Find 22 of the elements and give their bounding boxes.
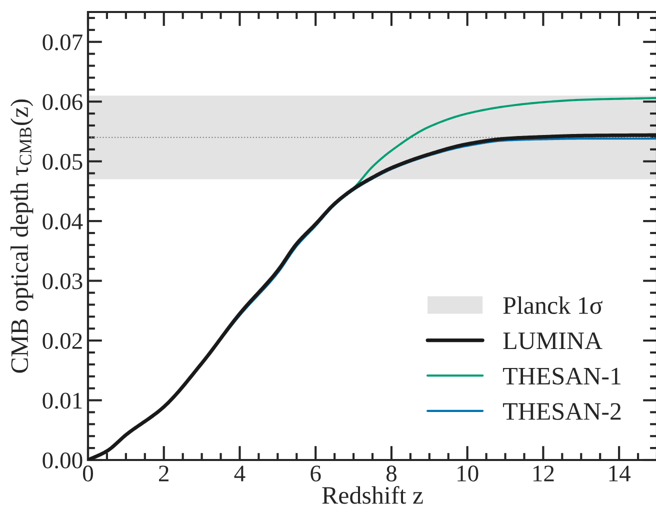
legend-label: Planck 1σ [503,296,602,314]
x-tick-label: 4 [234,466,246,482]
y-tick-label: 0.02 [42,333,82,350]
y-tick-label: 0.00 [42,452,82,469]
x-tick-label: 8 [386,466,396,482]
y-tick-label: 0.01 [42,392,82,409]
x-tick-label: 10 [458,466,478,482]
x-tick-label: 2 [159,466,168,482]
x-tick-label: 0 [82,466,94,482]
legend-label: THESAN-2 [503,403,621,420]
legend-label: THESAN-1 [503,368,621,385]
y-tick-label: 0.05 [42,154,82,170]
y-tick-label: 0.03 [42,273,82,290]
y-tick-label: 0.07 [42,34,82,50]
y-axis-title: CMB optical depth τ$_{CMB}$(z) [10,99,34,373]
x-tick-label: 6 [310,466,321,482]
x-tick-label: 14 [609,466,631,482]
legend-label: LUMINA [503,332,602,350]
y-tick-label: 0.06 [42,94,82,110]
x-axis-title: Redshift z [322,486,423,504]
y-tick-label: 0.04 [42,214,83,230]
x-tick-label: 12 [533,466,554,482]
